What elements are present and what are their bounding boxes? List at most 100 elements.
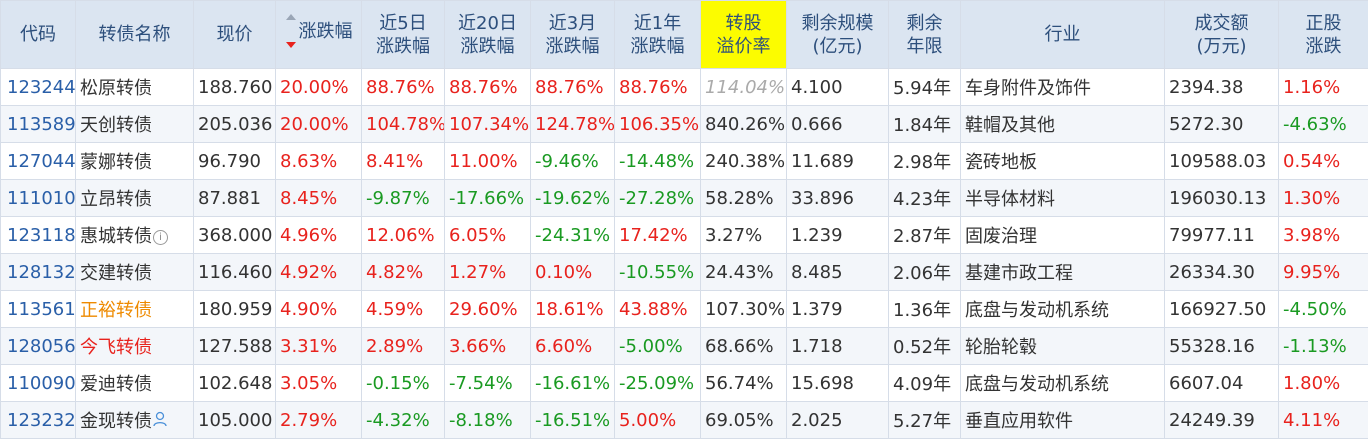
- cell-bond-name-text[interactable]: 天创转债: [80, 115, 152, 136]
- cell-code-text[interactable]: 110090: [7, 372, 76, 394]
- col-header-stock-change[interactable]: 正股 涨跌: [1278, 0, 1368, 69]
- cell-20d-change: 1.27%: [444, 253, 531, 291]
- col-header-20d-change[interactable]: 近20日 涨跌幅: [444, 0, 531, 69]
- cell-industry: 固废治理: [960, 216, 1165, 254]
- table-row[interactable]: 111010 立昂转债 87.881 8.45% -9.87% -17.66% -19.62…: [0, 179, 1368, 217]
- table-row[interactable]: 128132 交建转债 116.460 4.92% 4.82% 1.27% 0.10% -10…: [0, 253, 1368, 291]
- cell-5d-change: 2.89%: [361, 327, 445, 365]
- cell-price-text: 87.881: [198, 187, 261, 209]
- table-row[interactable]: 110090 爱迪转债 102.648 3.05% -0.15% -7.54% -16.61…: [0, 364, 1368, 402]
- cell-5d-change-text: 4.82%: [366, 261, 424, 283]
- cell-1y-change-text: -14.48%: [619, 150, 695, 172]
- cell-code-text[interactable]: 113589: [7, 113, 76, 135]
- cell-bond-name-text[interactable]: 今飞转债: [80, 337, 152, 358]
- cell-3m-change: -16.51%: [530, 401, 615, 439]
- cell-remaining-term: 2.87年: [888, 216, 961, 254]
- cell-code[interactable]: 127044: [0, 142, 76, 180]
- col-header-name[interactable]: 转债名称: [75, 0, 194, 69]
- cell-code-text[interactable]: 128132: [7, 261, 76, 283]
- cell-stock-change: 3.98%: [1278, 216, 1368, 254]
- cell-code-text[interactable]: 123244: [7, 76, 76, 98]
- cell-5d-change: 4.59%: [361, 290, 445, 328]
- cell-bond-name[interactable]: 交建转债: [75, 253, 194, 291]
- cell-bond-name[interactable]: 今飞转债: [75, 327, 194, 365]
- table-row[interactable]: 123232 金现转债 105.000 2.79% -4.32% -8.18% -16.51…: [0, 401, 1368, 439]
- col-header-industry[interactable]: 行业: [960, 0, 1165, 69]
- cell-bond-name[interactable]: 惠城转债 i: [75, 216, 194, 254]
- cell-3m-change-text: 6.60%: [535, 335, 593, 357]
- cell-code[interactable]: 123244: [0, 68, 76, 106]
- cell-price-text: 205.036: [198, 113, 273, 135]
- cell-bond-name[interactable]: 立昂转债: [75, 179, 194, 217]
- cell-remaining-term-text: 1.36年: [893, 300, 952, 321]
- col-header-code[interactable]: 代码: [0, 0, 76, 69]
- cell-remaining-scale-text: 8.485: [791, 261, 843, 283]
- cell-3m-change: -9.46%: [530, 142, 615, 180]
- table-row[interactable]: 123118 惠城转债 i 368.000 4.96% 12.06% 6.05% -24.31…: [0, 216, 1368, 254]
- col-header-5d-change[interactable]: 近5日 涨跌幅: [361, 0, 445, 69]
- col-header-volume[interactable]: 成交额 (万元): [1164, 0, 1279, 69]
- cell-20d-change-text: 11.00%: [449, 150, 518, 172]
- cell-conversion-premium-text: 114.04%: [705, 76, 786, 98]
- cell-bond-name[interactable]: 爱迪转债: [75, 364, 194, 402]
- cell-code-text[interactable]: 123232: [7, 409, 76, 431]
- cell-remaining-scale-text: 1.718: [791, 335, 843, 357]
- cell-3m-change: 18.61%: [530, 290, 615, 328]
- col-header-conversion-premium[interactable]: 转股 溢价率: [700, 0, 787, 69]
- col-header-price[interactable]: 现价: [193, 0, 276, 69]
- cell-code-text[interactable]: 127044: [7, 150, 76, 172]
- col-header-1y-change[interactable]: 近1年 涨跌幅: [614, 0, 701, 69]
- cell-remaining-term-text: 2.98年: [893, 152, 952, 173]
- cell-bond-name-text[interactable]: 交建转债: [80, 263, 152, 284]
- cell-conversion-premium: 840.26%: [700, 105, 787, 143]
- cell-bond-name-text[interactable]: 惠城转债: [80, 226, 152, 247]
- table-row[interactable]: 128056 今飞转债 127.588 3.31% 2.89% 3.66% 6.60% -5.…: [0, 327, 1368, 365]
- cell-change: 20.00%: [275, 68, 362, 106]
- cell-bond-name-text[interactable]: 蒙娜转债: [80, 152, 152, 173]
- cell-remaining-scale-text: 4.100: [791, 76, 843, 98]
- cell-bond-name-text[interactable]: 金现转债: [80, 411, 152, 432]
- table-row[interactable]: 123244 松原转债 188.760 20.00% 88.76% 88.76% 88.76…: [0, 68, 1368, 106]
- col-header-3m-change[interactable]: 近3月 涨跌幅: [530, 0, 615, 69]
- cell-bond-name-text[interactable]: 松原转债: [80, 78, 152, 99]
- table-row[interactable]: 113589 天创转债 205.036 20.00% 104.78% 107.34% 124…: [0, 105, 1368, 143]
- cell-code[interactable]: 123232: [0, 401, 76, 439]
- cell-bond-name[interactable]: 正裕转债: [75, 290, 194, 328]
- cell-bond-name-text[interactable]: 立昂转债: [80, 189, 152, 210]
- header-row: 代码 转债名称 现价 涨跌幅 近5日 涨跌幅 近20日 涨跌幅 近3月 涨跌幅 近1年…: [0, 0, 1368, 69]
- cell-bond-name-text[interactable]: 正裕转债: [80, 300, 152, 321]
- cell-code[interactable]: 123118: [0, 216, 76, 254]
- cell-stock-change: 1.30%: [1278, 179, 1368, 217]
- cell-code[interactable]: 113561: [0, 290, 76, 328]
- cell-3m-change-text: 18.61%: [535, 298, 604, 320]
- cell-code-text[interactable]: 123118: [7, 224, 76, 246]
- col-header-remaining-term[interactable]: 剩余 年限: [888, 0, 961, 69]
- person-icon[interactable]: [153, 411, 167, 432]
- table-row[interactable]: 127044 蒙娜转债 96.790 8.63% 8.41% 11.00% -9.46% -1…: [0, 142, 1368, 180]
- cell-conversion-premium-text: 68.66%: [705, 335, 774, 357]
- col-header-remaining-scale[interactable]: 剩余规模 (亿元): [786, 0, 889, 69]
- cell-industry: 底盘与发动机系统: [960, 364, 1165, 402]
- cell-code[interactable]: 110090: [0, 364, 76, 402]
- cell-bond-name-text[interactable]: 爱迪转债: [80, 374, 152, 395]
- cell-remaining-term: 4.09年: [888, 364, 961, 402]
- col-header-change[interactable]: 涨跌幅: [275, 0, 362, 69]
- cell-code[interactable]: 113589: [0, 105, 76, 143]
- cell-20d-change: 6.05%: [444, 216, 531, 254]
- cell-3m-change: 88.76%: [530, 68, 615, 106]
- cell-stock-change: 9.95%: [1278, 253, 1368, 291]
- cell-bond-name[interactable]: 金现转债: [75, 401, 194, 439]
- cell-bond-name[interactable]: 松原转债: [75, 68, 194, 106]
- cell-code[interactable]: 111010: [0, 179, 76, 217]
- cell-volume: 55328.16: [1164, 327, 1279, 365]
- table-row[interactable]: 113561 正裕转债 180.959 4.90% 4.59% 29.60% 18.61% 4…: [0, 290, 1368, 328]
- cell-code-text[interactable]: 111010: [7, 187, 76, 209]
- cell-code[interactable]: 128132: [0, 253, 76, 291]
- info-icon[interactable]: i: [153, 230, 168, 245]
- cell-code-text[interactable]: 113561: [7, 298, 76, 320]
- cell-code[interactable]: 128056: [0, 327, 76, 365]
- cell-bond-name[interactable]: 蒙娜转债: [75, 142, 194, 180]
- cell-bond-name[interactable]: 天创转债: [75, 105, 194, 143]
- sort-arrows-icon[interactable]: [285, 12, 297, 52]
- cell-code-text[interactable]: 128056: [7, 335, 76, 357]
